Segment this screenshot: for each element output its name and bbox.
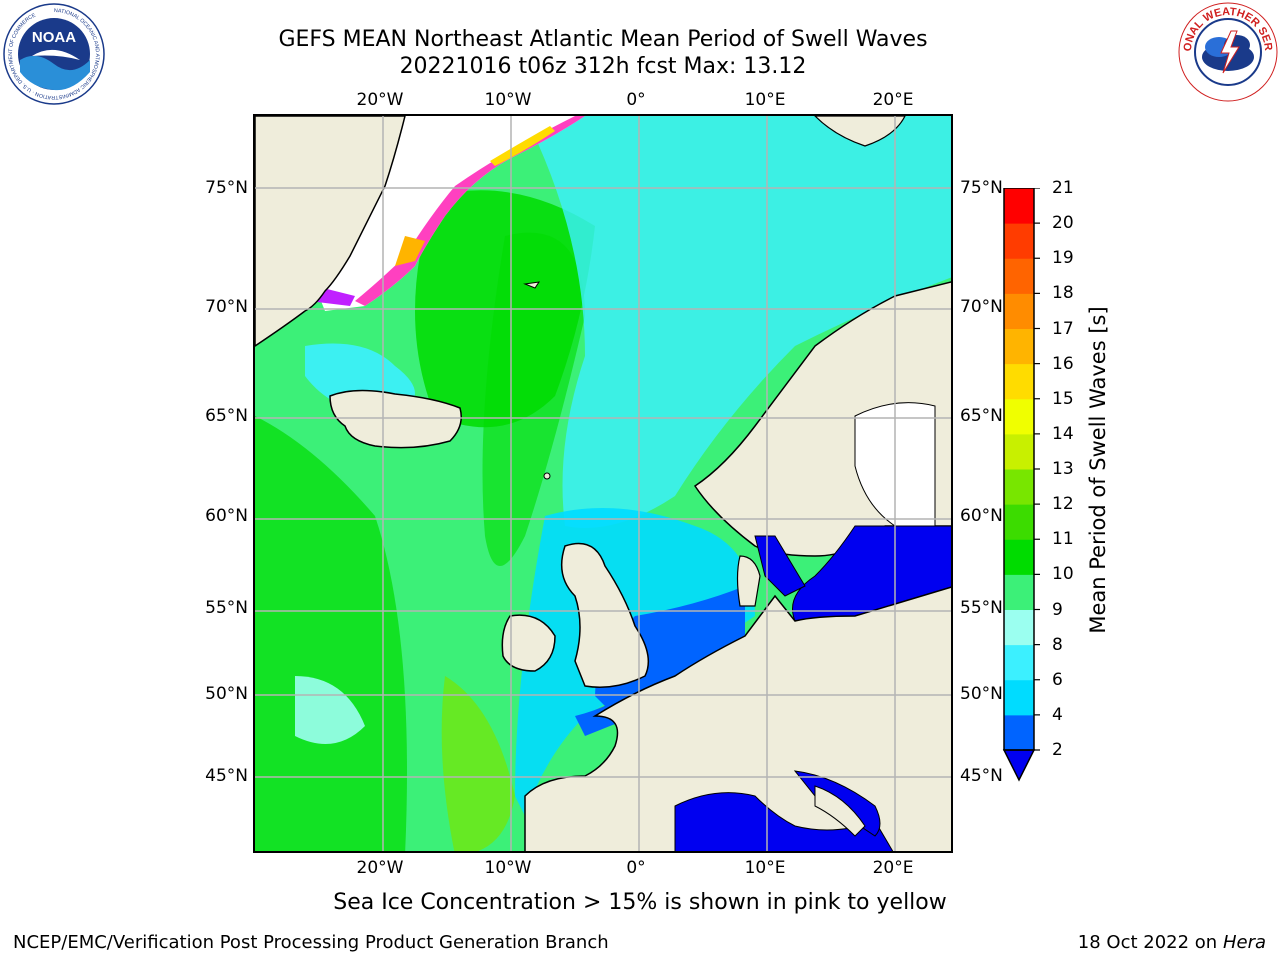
lat-label-left: 45°N: [205, 766, 248, 786]
footer-credit: NCEP/EMC/Verification Post Processing Pr…: [13, 932, 609, 953]
colorbar-extend-arrow: [1002, 749, 1036, 782]
colorbar-tick-label: 18: [1052, 283, 1074, 304]
lat-label-left: 55°N: [205, 598, 248, 618]
lat-label-right: 50°N: [960, 684, 1003, 704]
colorbar-tick-label: 14: [1052, 423, 1074, 444]
colorbar-tick-label: 12: [1052, 494, 1074, 515]
lat-label-left: 70°N: [205, 297, 248, 317]
sea-ice-edge-orange: [395, 236, 425, 266]
colorbar-segment: [1004, 714, 1034, 751]
chart-title: GEFS MEAN Northeast Atlantic Mean Period…: [278, 27, 928, 52]
swell-region-yellowgreen: [441, 676, 515, 851]
land-jan-mayen: [523, 281, 541, 289]
land-ireland: [501, 614, 556, 672]
colorbar-tick-label: 17: [1052, 318, 1074, 339]
colorbar-segment: [1004, 293, 1034, 329]
colorbar-segment: [1004, 644, 1034, 681]
colorbar-segment: [1004, 469, 1034, 505]
lon-label-top: 0°: [626, 90, 646, 110]
colorbar-tick-label: 20: [1052, 213, 1074, 234]
lon-label-top: 20°E: [872, 90, 914, 110]
lat-label-right: 45°N: [960, 766, 1003, 786]
colorbar-tick-label: 15: [1052, 388, 1074, 409]
colorbar-segment: [1004, 258, 1034, 294]
graticule: [255, 116, 951, 851]
lon-label-bottom: 10°E: [744, 858, 786, 878]
colorbar-segment: [1004, 504, 1034, 540]
land-iceland: [329, 389, 462, 449]
noaa-logo: NOAA NATIONAL OCEANIC AND ATMOSPHERIC AD…: [3, 3, 105, 105]
map-panel: [253, 114, 953, 853]
lon-label-bottom: 20°W: [356, 858, 404, 878]
lon-label-bottom: 20°E: [872, 858, 914, 878]
lat-label-right: 65°N: [960, 406, 1003, 426]
lon-label-bottom: 0°: [626, 858, 646, 878]
lat-label-right: 55°N: [960, 598, 1003, 618]
colorbar-tick-label: 2: [1052, 740, 1063, 760]
swell-region-green: [255, 416, 407, 851]
colorbar-segment: [1004, 679, 1034, 716]
colorbar-segment: [1004, 609, 1034, 646]
colorbar-segment: [1004, 574, 1034, 610]
footer-date-text: 18 Oct 2022 on: [1077, 932, 1223, 953]
lat-label-left: 60°N: [205, 506, 248, 526]
land-faroe: [543, 472, 551, 480]
swell-region-green: [482, 232, 585, 566]
colorbar-segment: [1004, 188, 1034, 224]
colorbar-segment: [1004, 539, 1034, 575]
colorbar-tick-label: 9: [1052, 599, 1063, 620]
footer-date: 18 Oct 2022 on Hera: [1078, 932, 1266, 953]
chart-subtitle: 20221016 t06z 312h fcst Max: 13.12: [399, 54, 807, 79]
swell-region-lightcyan: [295, 676, 365, 744]
lon-label-top: 20°W: [356, 90, 404, 110]
colorbar-tick-label: 21: [1052, 178, 1074, 198]
colorbar-tick-label: 13: [1052, 459, 1074, 479]
colorbar: [1002, 188, 1040, 782]
colorbar-tick-label: 8: [1052, 634, 1063, 655]
lat-label-right: 75°N: [960, 178, 1003, 198]
swell-region-cyan: [525, 116, 951, 528]
land-greenland: [255, 116, 406, 347]
colorbar-segment: [1004, 363, 1034, 400]
land-denmark: [736, 555, 761, 607]
land-great-britain: [560, 542, 650, 688]
land-europe: [524, 586, 951, 851]
sea-ice-edge-yellow: [490, 126, 555, 166]
colorbar-segment: [1004, 398, 1034, 435]
lat-label-left: 75°N: [205, 178, 248, 198]
colorbar-tick-label: 16: [1052, 353, 1074, 374]
colorbar-tick-label: 6: [1052, 669, 1063, 690]
colorbar-tick-label: 4: [1052, 704, 1063, 725]
footer-host: Hera: [1222, 932, 1266, 953]
noaa-logo-text: NOAA: [32, 29, 76, 46]
colorbar-tick-label: 10: [1052, 564, 1074, 585]
colorbar-label: Mean Period of Swell Waves [s]: [1086, 306, 1110, 634]
colorbar-tick-label: 11: [1052, 529, 1074, 550]
lat-label-right: 70°N: [960, 297, 1003, 317]
land-svalbard: [814, 116, 906, 147]
lat-label-left: 65°N: [205, 406, 248, 426]
colorbar-segment: [1004, 433, 1034, 470]
sea-ice-note: Sea Ice Concentration > 15% is shown in …: [333, 890, 947, 915]
colorbar-tick-label: 19: [1052, 248, 1074, 269]
land-italy: [814, 785, 866, 837]
lon-label-top: 10°E: [744, 90, 786, 110]
lat-label-right: 60°N: [960, 506, 1003, 526]
nws-logo: NATIONAL WEATHER SERVICE: [1177, 1, 1278, 102]
lon-label-top: 10°W: [484, 90, 532, 110]
map-canvas: [255, 116, 951, 851]
swell-region-blue: [595, 586, 745, 716]
colorbar-segment: [1004, 223, 1034, 259]
lat-label-left: 50°N: [205, 684, 248, 704]
colorbar-segment: [1004, 328, 1034, 365]
lon-label-bottom: 10°W: [484, 858, 532, 878]
